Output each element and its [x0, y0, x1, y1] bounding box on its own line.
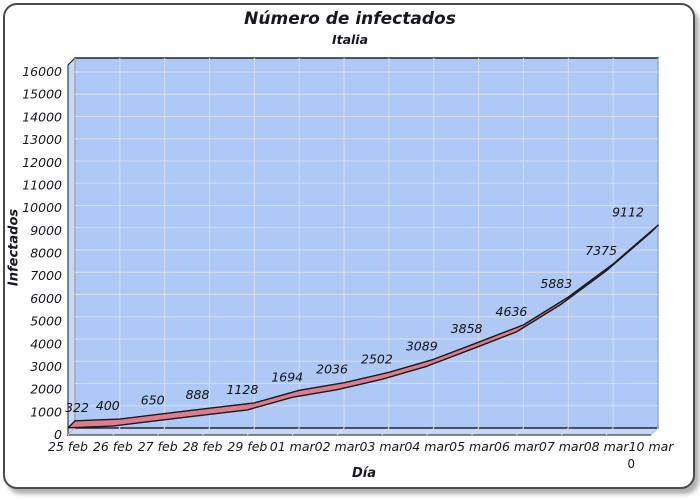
y-tick-label: 14000 [22, 109, 62, 124]
x-tick-label: 07 mar [539, 439, 585, 454]
y-tick-label: 4000 [30, 336, 62, 351]
data-label: 1128 [226, 382, 258, 397]
floor-gridline [67, 427, 76, 436]
y-tick-label: 7000 [30, 268, 62, 283]
y-tick-label: 8000 [30, 246, 62, 261]
y-tick-label: 11000 [22, 177, 62, 192]
x-tick-label: 10 mar [629, 439, 675, 454]
data-label: 5883 [540, 276, 572, 291]
y-tick-label: 1000 [30, 404, 62, 419]
floor-gridline [247, 427, 255, 436]
floor-gridline [426, 427, 435, 436]
y-tick-label: 3000 [30, 359, 62, 374]
x-tick-label: 28 feb [183, 439, 223, 454]
floor-gridline [157, 427, 166, 436]
y-tick-label: 9000 [30, 223, 62, 238]
x-tick-label: 27 feb [138, 439, 178, 454]
floor-gridline [381, 427, 390, 436]
chart-subtitle: Italia [331, 32, 369, 47]
x-axis-title: Día [351, 466, 377, 481]
data-label: 1694 [271, 369, 303, 384]
chart-title: Número de infectados [244, 9, 456, 29]
x-tick-label: 25 feb [48, 439, 88, 454]
floor-gridline [471, 427, 479, 436]
corner-value: 0 [627, 457, 635, 471]
y-tick-label: 6000 [30, 291, 62, 306]
y-tick-label: 0 [54, 427, 62, 442]
data-label: 9112 [612, 204, 644, 219]
floor-gridline [605, 427, 614, 436]
data-label: 7375 [585, 243, 617, 258]
floor-gridline [650, 427, 659, 436]
y-tick-label: 5000 [30, 314, 62, 329]
floor-gridline [336, 427, 345, 436]
y-tick-label: 12000 [22, 155, 62, 170]
x-tick-label: 29 feb [227, 439, 267, 454]
data-label: 888 [186, 387, 210, 402]
data-label: 3089 [406, 338, 438, 353]
data-label: 650 [141, 393, 165, 408]
y-tick-label: 15000 [22, 87, 62, 102]
y-tick-label: 16000 [22, 64, 62, 79]
floor-gridline [516, 427, 524, 436]
data-label: 400 [96, 398, 120, 413]
floor-gridline [560, 427, 569, 436]
x-tick-label: 08 mar [584, 439, 630, 454]
floor-gridline [202, 427, 210, 436]
y-tick-label: 10000 [22, 200, 62, 215]
x-tick-label: 01 mar [270, 439, 316, 454]
x-tick-label: 04 mar [404, 439, 450, 454]
data-label: 3858 [451, 321, 483, 336]
left-wall [67, 56, 76, 437]
y-tick-label: 13000 [22, 132, 62, 147]
back-wall [74, 57, 659, 429]
data-label: 2502 [361, 351, 393, 366]
x-tick-label: 03 mar [359, 439, 405, 454]
floor [66, 427, 660, 436]
y-tick-label: 2000 [30, 382, 62, 397]
x-tick-label: 26 feb [93, 439, 133, 454]
x-tick-label: 06 mar [494, 439, 540, 454]
floor-gridline [291, 427, 300, 436]
floor-gridline [112, 427, 121, 436]
x-tick-label: 05 mar [449, 439, 495, 454]
series-ribbon [67, 224, 659, 429]
data-label: 322 [65, 400, 89, 415]
data-label: 2036 [316, 362, 348, 377]
x-tick-label: 02 mar [315, 439, 361, 454]
data-label: 4636 [496, 304, 528, 319]
